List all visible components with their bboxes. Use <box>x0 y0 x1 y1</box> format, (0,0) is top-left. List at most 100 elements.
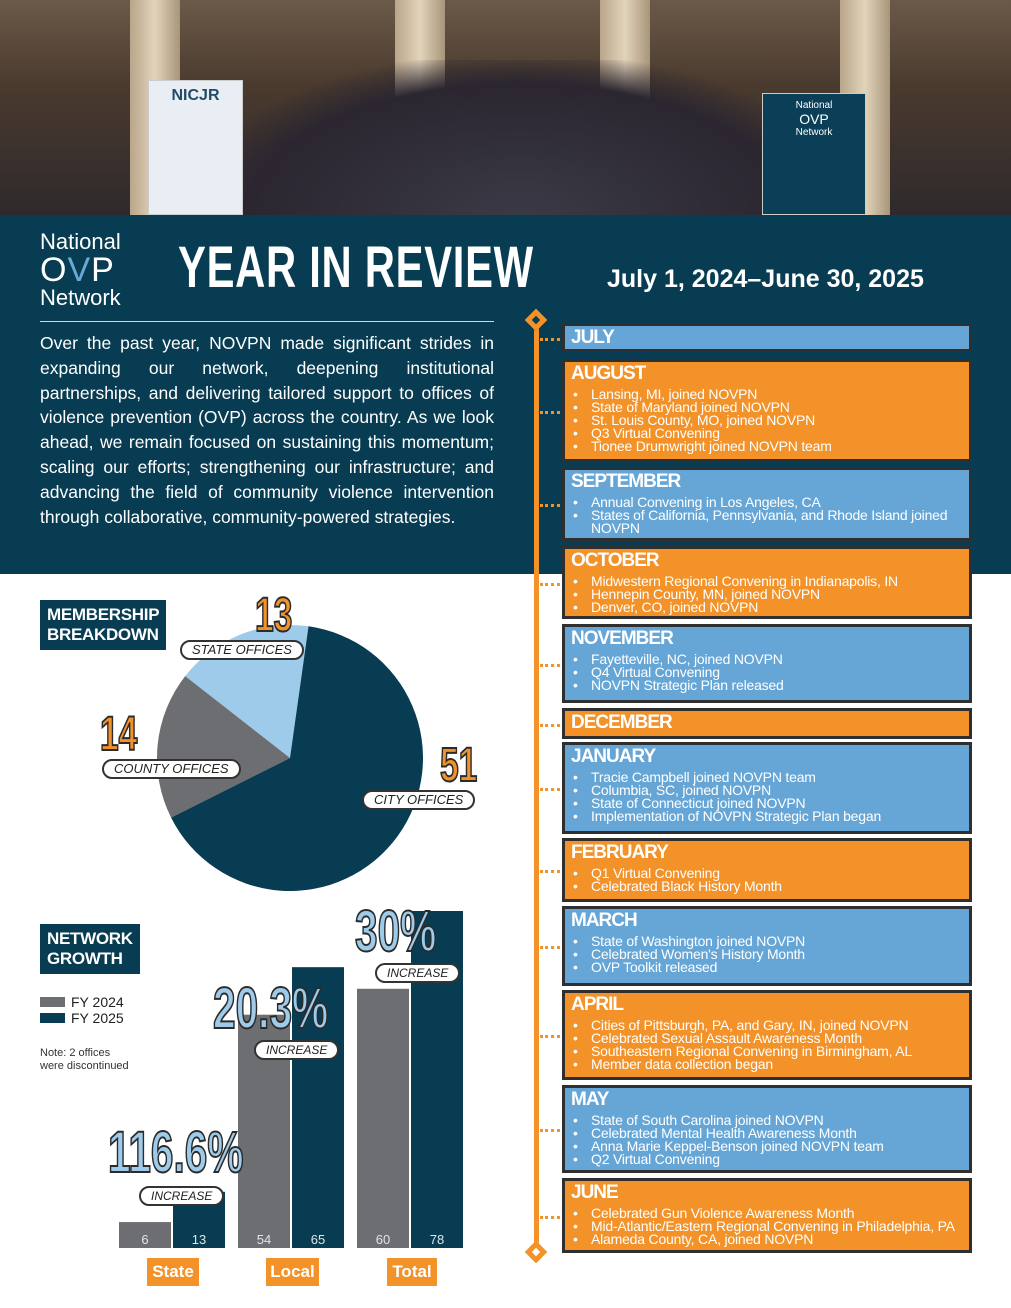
category-local: Local <box>266 1258 319 1286</box>
event-item: Celebrated Black History Month <box>571 879 963 893</box>
network-growth-bar-chart: 6 13 54 65 60 78 <box>119 911 463 1248</box>
month-title: SEPTEMBER <box>571 471 681 492</box>
state-count: 13 <box>254 589 293 642</box>
event-item: Mid-Atlantic/Eastern Regional Convening … <box>571 1219 963 1233</box>
event-list: State of Washington joined NOVPNCelebrat… <box>571 934 963 974</box>
increase-label: INCREASE <box>254 1040 340 1060</box>
event-item: Celebrated Sexual Assault Awareness Mont… <box>571 1031 963 1045</box>
event-list: Cities of Pittsburgh, PA, and Gary, IN, … <box>571 1018 963 1071</box>
intro-paragraph: Over the past year, NOVPN made significa… <box>40 333 494 527</box>
event-item: Celebrated Women's History Month <box>571 947 963 961</box>
timeline-connector <box>540 1215 560 1219</box>
timeline-month-february: FEBRUARY Q1 Virtual ConveningCelebrated B… <box>562 838 972 902</box>
date-range: July 1, 2024–June 30, 2025 <box>607 265 924 293</box>
novpn-banner: National OVP Network <box>762 93 866 215</box>
month-title: JUNE <box>571 1182 619 1203</box>
timeline-month-june: JUNE Celebrated Gun Violence Awareness Mo… <box>562 1178 972 1253</box>
increase-label: INCREASE <box>375 963 461 983</box>
timeline-line <box>534 322 539 1252</box>
event-item: Fayetteville, NC, joined NOVPN <box>571 652 963 666</box>
month-title: JULY <box>571 327 615 348</box>
swatch <box>40 997 65 1007</box>
timeline-connector <box>540 1035 560 1038</box>
month-title: APRIL <box>571 994 624 1015</box>
event-item: St. Louis County, MO, joined NOVPN <box>571 413 963 427</box>
bar-total-fy2024 <box>357 988 409 1248</box>
bar-value-label: 78 <box>430 1232 444 1247</box>
event-item: OVP Toolkit released <box>571 960 963 974</box>
timeline-connector <box>540 410 560 414</box>
divider <box>40 321 494 322</box>
county-offices-label: COUNTY OFFICES <box>102 759 241 779</box>
event-list: Fayetteville, NC, joined NOVPNQ4 Virtual… <box>571 652 963 692</box>
increase-label: INCREASE <box>139 1186 225 1206</box>
event-item: Tracie Campbell joined NOVPN team <box>571 770 963 784</box>
local-increase-value: 20.3% <box>212 976 329 1041</box>
timeline-connector <box>540 504 560 507</box>
bar-state-fy2024 <box>119 1222 171 1248</box>
novpn-logo: National OVP Network <box>40 231 121 309</box>
nicjr-banner: NICJR <box>148 80 243 215</box>
timeline-month-september: SEPTEMBER Annual Convening in Los Angeles… <box>562 467 972 541</box>
bar-value-label: 54 <box>257 1232 271 1247</box>
event-list: Annual Convening in Los Angeles, CAState… <box>571 495 963 535</box>
event-item: Q3 Virtual Convening <box>571 426 963 440</box>
timeline-month-august: AUGUST Lansing, MI, joined NOVPNState of … <box>562 359 972 462</box>
total-increase-value: 30% <box>354 899 437 964</box>
event-item: Celebrated Gun Violence Awareness Month <box>571 1206 963 1220</box>
banner-text: Network <box>795 127 833 138</box>
month-title: JANUARY <box>571 746 656 767</box>
bar-value-label: 13 <box>192 1232 206 1247</box>
event-item: Denver, CO, joined NOVPN <box>571 600 963 614</box>
event-item: Hennepin County, MN, joined NOVPN <box>571 587 963 601</box>
event-item: Q2 Virtual Convening <box>571 1152 963 1166</box>
bar-value-label: 60 <box>376 1232 390 1247</box>
logo-o: O <box>40 251 68 289</box>
event-item: Lansing, MI, joined NOVPN <box>571 387 963 401</box>
legend-text: FY 2025 <box>71 1010 124 1026</box>
legend-text: FY 2024 <box>71 994 124 1010</box>
event-item: Columbia, SC, joined NOVPN <box>571 783 963 797</box>
timeline-end-diamond-icon <box>524 1240 548 1264</box>
logo-p: P <box>91 251 115 289</box>
event-item: Q4 Virtual Convening <box>571 665 963 679</box>
timeline-connector <box>540 788 560 791</box>
group-photo: NICJR National OVP Network <box>0 0 1011 215</box>
timeline-connector <box>540 723 560 727</box>
state-offices-label: STATE OFFICES <box>180 640 304 660</box>
month-title: MARCH <box>571 910 638 931</box>
timeline-month-march: MARCH State of Washington joined NOVPNCel… <box>562 906 972 986</box>
event-item: Implementation of NOVPN Strategic Plan b… <box>571 809 963 823</box>
banner-text: National <box>795 100 833 111</box>
event-item: Alameda County, CA, joined NOVPN <box>571 1232 963 1246</box>
event-item: States of California, Pennsylvania, and … <box>571 508 963 535</box>
event-list: Celebrated Gun Violence Awareness MonthM… <box>571 1206 963 1246</box>
membership-label: MEMBERSHIP BREAKDOWN <box>40 600 166 650</box>
logo-line: Network <box>40 285 121 310</box>
crowd <box>200 60 840 215</box>
event-item: State of Washington joined NOVPN <box>571 934 963 948</box>
month-title: NOVEMBER <box>571 628 674 649</box>
event-list: Midwestern Regional Convening in Indiana… <box>571 574 963 614</box>
banner-text: OVP <box>799 111 829 127</box>
logo-line: National <box>40 229 121 254</box>
month-title: OCTOBER <box>571 550 660 571</box>
logo-line: OVP <box>40 253 121 287</box>
city-count: 51 <box>439 739 478 792</box>
event-item: Celebrated Mental Health Awareness Month <box>571 1126 963 1140</box>
category-state: State <box>147 1258 199 1286</box>
legend: FY 2024 FY 2025 <box>40 994 124 1026</box>
timeline-connector <box>540 663 560 667</box>
month-title: FEBRUARY <box>571 842 669 863</box>
timeline-month-january: JANUARY Tracie Campbell joined NOVPN team… <box>562 742 972 834</box>
timeline-connector <box>540 870 560 873</box>
event-item: Member data collection began <box>571 1057 963 1071</box>
month-title: MAY <box>571 1089 609 1110</box>
bar-value-label: 65 <box>311 1232 325 1247</box>
month-title: DECEMBER <box>571 712 673 733</box>
logo-check: V <box>67 251 92 289</box>
event-item: State of Maryland joined NOVPN <box>571 400 963 414</box>
county-count: 14 <box>99 708 138 761</box>
banner-text: NICJR <box>171 87 220 104</box>
event-list: Lansing, MI, joined NOVPNState of Maryla… <box>571 387 963 453</box>
